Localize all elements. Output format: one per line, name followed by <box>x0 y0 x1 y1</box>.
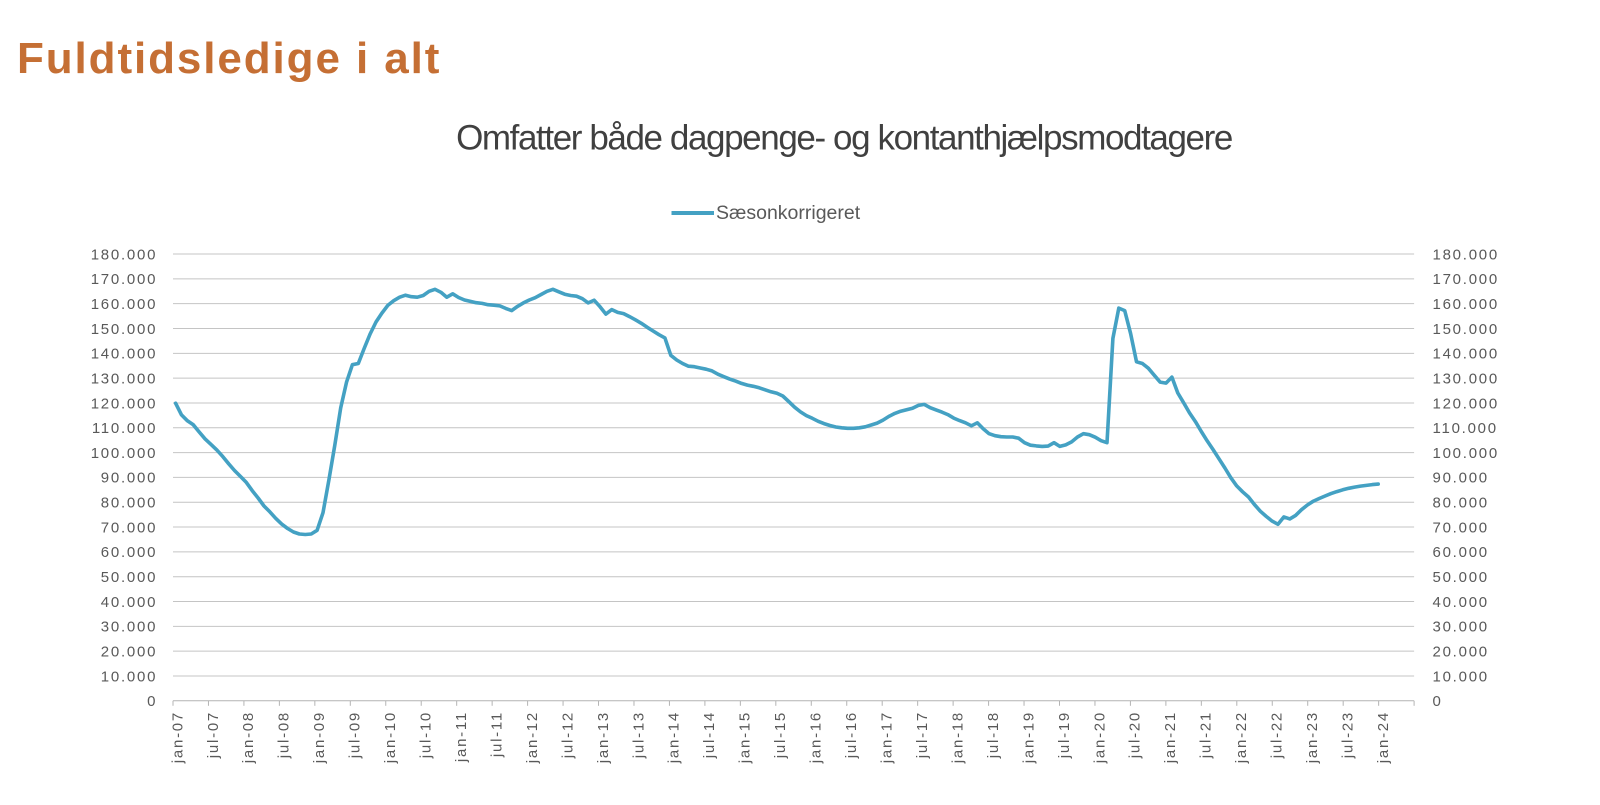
svg-text:jul-20: jul-20 <box>1127 711 1144 759</box>
svg-text:jul-09: jul-09 <box>347 711 364 759</box>
svg-text:jul-07: jul-07 <box>205 711 222 759</box>
svg-text:jan-21: jan-21 <box>1162 711 1179 764</box>
svg-text:20.000: 20.000 <box>101 644 157 661</box>
svg-text:130.000: 130.000 <box>91 370 157 387</box>
svg-text:50.000: 50.000 <box>1433 569 1489 586</box>
svg-text:180.000: 180.000 <box>91 246 157 263</box>
svg-text:jan-07: jan-07 <box>169 711 186 764</box>
svg-text:Sæsonkorrigeret: Sæsonkorrigeret <box>716 202 861 224</box>
svg-text:jan-23: jan-23 <box>1304 711 1321 764</box>
svg-text:90.000: 90.000 <box>101 470 157 487</box>
svg-text:jul-10: jul-10 <box>418 711 435 759</box>
svg-text:jul-23: jul-23 <box>1339 711 1356 759</box>
svg-text:130.000: 130.000 <box>1433 370 1499 387</box>
svg-text:jul-17: jul-17 <box>914 711 931 759</box>
svg-text:170.000: 170.000 <box>91 271 157 288</box>
svg-text:60.000: 60.000 <box>1433 544 1489 561</box>
svg-text:40.000: 40.000 <box>101 594 157 611</box>
svg-text:jul-14: jul-14 <box>701 711 718 759</box>
svg-text:100.000: 100.000 <box>91 445 157 462</box>
svg-text:120.000: 120.000 <box>91 395 157 412</box>
svg-text:jul-13: jul-13 <box>630 711 647 759</box>
svg-text:jan-19: jan-19 <box>1020 711 1037 764</box>
svg-text:jan-11: jan-11 <box>453 711 470 763</box>
svg-text:140.000: 140.000 <box>91 346 157 363</box>
svg-text:jul-22: jul-22 <box>1269 711 1286 759</box>
svg-text:30.000: 30.000 <box>1433 619 1489 636</box>
svg-text:jul-18: jul-18 <box>985 711 1002 759</box>
svg-text:jul-11: jul-11 <box>488 711 505 758</box>
svg-text:jul-15: jul-15 <box>772 711 789 759</box>
svg-text:Omfatter både dagpenge- og kon: Omfatter både dagpenge- og kontanthjælps… <box>456 119 1232 158</box>
svg-text:30.000: 30.000 <box>101 619 157 636</box>
svg-text:jul-16: jul-16 <box>843 711 860 759</box>
svg-text:jan-18: jan-18 <box>949 711 966 764</box>
svg-text:Fuldtidsledige i alt: Fuldtidsledige i alt <box>17 34 441 83</box>
svg-text:110.000: 110.000 <box>92 420 157 437</box>
svg-text:160.000: 160.000 <box>1433 296 1499 313</box>
svg-text:jul-21: jul-21 <box>1198 711 1215 759</box>
svg-text:jul-19: jul-19 <box>1056 711 1073 759</box>
svg-text:jul-12: jul-12 <box>559 711 576 759</box>
svg-text:140.000: 140.000 <box>1433 346 1499 363</box>
svg-text:jul-08: jul-08 <box>276 711 293 759</box>
svg-text:jan-13: jan-13 <box>595 711 612 764</box>
svg-text:jan-14: jan-14 <box>666 711 683 764</box>
svg-text:jan-24: jan-24 <box>1375 711 1392 764</box>
svg-text:90.000: 90.000 <box>1433 470 1489 487</box>
svg-text:50.000: 50.000 <box>101 569 157 586</box>
svg-text:20.000: 20.000 <box>1433 644 1489 661</box>
svg-text:80.000: 80.000 <box>1433 495 1489 512</box>
svg-text:10.000: 10.000 <box>1433 668 1489 685</box>
svg-text:jan-12: jan-12 <box>524 711 541 764</box>
svg-text:100.000: 100.000 <box>1433 445 1499 462</box>
svg-text:0: 0 <box>147 693 157 710</box>
svg-text:jan-08: jan-08 <box>240 711 257 764</box>
svg-text:jan-10: jan-10 <box>382 711 399 764</box>
svg-text:170.000: 170.000 <box>1433 271 1499 288</box>
svg-text:jan-09: jan-09 <box>311 711 328 764</box>
svg-text:0: 0 <box>1433 693 1443 710</box>
svg-text:70.000: 70.000 <box>1433 519 1489 536</box>
svg-text:jan-17: jan-17 <box>879 711 896 764</box>
svg-text:150.000: 150.000 <box>91 321 157 338</box>
svg-text:180.000: 180.000 <box>1433 246 1499 263</box>
svg-text:10.000: 10.000 <box>101 668 157 685</box>
svg-text:40.000: 40.000 <box>1433 594 1489 611</box>
svg-text:120.000: 120.000 <box>1433 395 1499 412</box>
svg-text:jan-22: jan-22 <box>1233 711 1250 764</box>
svg-text:jan-16: jan-16 <box>808 711 825 764</box>
svg-text:jan-15: jan-15 <box>737 711 754 764</box>
svg-text:70.000: 70.000 <box>101 519 157 536</box>
svg-text:110.000: 110.000 <box>1433 420 1498 437</box>
svg-text:150.000: 150.000 <box>1433 321 1499 338</box>
svg-text:160.000: 160.000 <box>91 296 157 313</box>
svg-text:80.000: 80.000 <box>101 495 157 512</box>
svg-text:jan-20: jan-20 <box>1091 711 1108 764</box>
svg-text:60.000: 60.000 <box>101 544 157 561</box>
